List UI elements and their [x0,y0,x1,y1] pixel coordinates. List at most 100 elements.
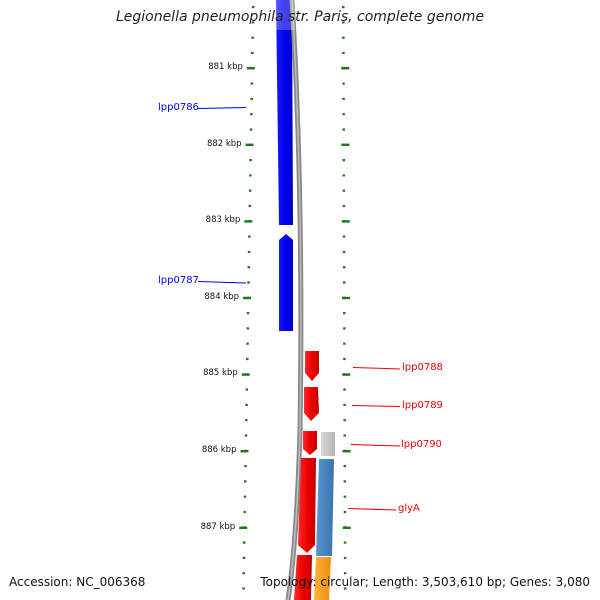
feature-grey-block[interactable] [321,432,335,456]
gene-lpp0787-arrow[interactable] [279,234,293,331]
minor-tick-right [342,235,346,238]
map-title: Legionella pneumophila str. Paris, compl… [115,9,485,25]
minor-tick-left [242,541,246,544]
gene-label-glyA[interactable]: glyA [398,503,420,514]
tick-label: 883 kbp [205,215,241,226]
minor-tick-left [248,204,252,208]
major-tick-right [342,526,351,529]
minor-tick-right [343,587,347,590]
minor-tick-left [250,113,253,116]
minor-tick-right [343,541,347,544]
minor-tick-right [342,113,345,116]
minor-tick-right [342,174,346,177]
feature-blue-block[interactable] [316,459,334,556]
minor-tick-left [243,510,246,514]
major-tick-right [342,373,351,376]
minor-tick-left [242,572,245,575]
minor-tick-left [245,388,249,391]
minor-tick-left [249,174,252,177]
minor-tick-right [343,495,347,498]
gene-label-lpp0789[interactable]: lpp0789 [402,400,443,411]
minor-tick-left [243,480,247,483]
minor-tick-right [343,480,347,483]
minus-strand-features [276,0,293,331]
minor-tick-left [250,82,254,85]
tick-label: 886 kbp [201,445,237,455]
minor-tick-right [342,250,346,253]
minor-tick-left [245,419,248,422]
minor-tick-left [251,21,255,24]
major-tick-left [244,220,253,223]
minor-tick-right [342,281,346,284]
gene-glyA-arrow[interactable] [298,458,316,553]
major-tick-right [341,143,350,146]
minor-tick-right [343,342,346,345]
minor-tick-right [343,510,347,514]
gene-lpp0788-arrow[interactable] [305,351,319,381]
genome-backbone-highlight [287,0,302,600]
minor-tick-right [342,128,345,131]
minor-tick-left [248,189,252,192]
gene-lpp0789-arrow[interactable] [304,387,319,421]
minor-tick-right [343,403,346,406]
label-leaders [197,107,401,511]
genome-stats-text: Topology: circular; Length: 3,503,610 bp… [260,575,590,589]
major-tick-left [240,450,249,453]
major-tick-left [241,373,250,376]
minor-tick-left [251,6,255,9]
major-tick-right [341,296,350,300]
minor-tick-right [343,419,346,422]
gene-label-lpp0786[interactable]: lpp0786 [158,102,199,113]
major-tick-right [341,67,350,70]
major-tick-left [243,296,252,300]
accession-text: Accession: NC_006368 [9,575,146,589]
minor-tick-left [246,357,249,361]
minor-tick-right [342,6,345,9]
gene-lpp0786-arrow[interactable] [276,0,293,225]
major-tick-right [342,450,351,453]
gene-lpp0790-arrow[interactable] [303,431,317,455]
tick-marks-left [239,6,255,590]
tick-label: 885 kbp [203,368,238,379]
minor-tick-left [251,36,254,39]
major-tick-left [246,67,255,70]
major-tick-left [239,526,248,529]
plus-strand-features [294,351,319,600]
feature-track [314,432,335,600]
minor-tick-left [242,587,245,590]
gene-next-red-block[interactable] [294,555,312,600]
tick-label: 882 kbp [206,138,242,149]
minor-tick-right [342,266,346,269]
minor-tick-left [249,128,253,131]
gene-label-lpp0787[interactable]: lpp0787 [158,275,199,286]
minor-tick-left [246,312,250,315]
minor-tick-left [249,159,252,162]
minor-tick-left [250,97,253,100]
tick-label: 881 kbp [208,62,243,72]
minor-tick-right [343,465,347,468]
minor-tick-right [343,357,346,361]
top-fade [276,0,295,30]
gene-label-lpp0788[interactable]: lpp0788 [402,362,443,373]
minor-tick-left [246,327,250,330]
minor-tick-left [247,266,251,269]
gene-label-lpp0790[interactable]: lpp0790 [401,439,442,450]
minor-tick-right [343,556,347,559]
major-tick-left [245,143,254,146]
minor-tick-right [342,36,345,39]
minor-tick-right [343,434,346,437]
feature-orange-block[interactable] [314,557,331,600]
minor-tick-left [246,342,249,345]
minor-tick-left [244,434,248,437]
minor-tick-right [342,21,345,24]
minor-tick-right [343,572,347,575]
minor-tick-right [343,327,346,330]
minor-tick-left [247,281,250,284]
minor-tick-right [342,204,346,208]
minor-tick-left [248,235,251,238]
minor-tick-left [247,250,251,253]
minor-tick-right [342,189,346,192]
minor-tick-left [245,403,248,406]
minor-tick-left [243,495,247,498]
